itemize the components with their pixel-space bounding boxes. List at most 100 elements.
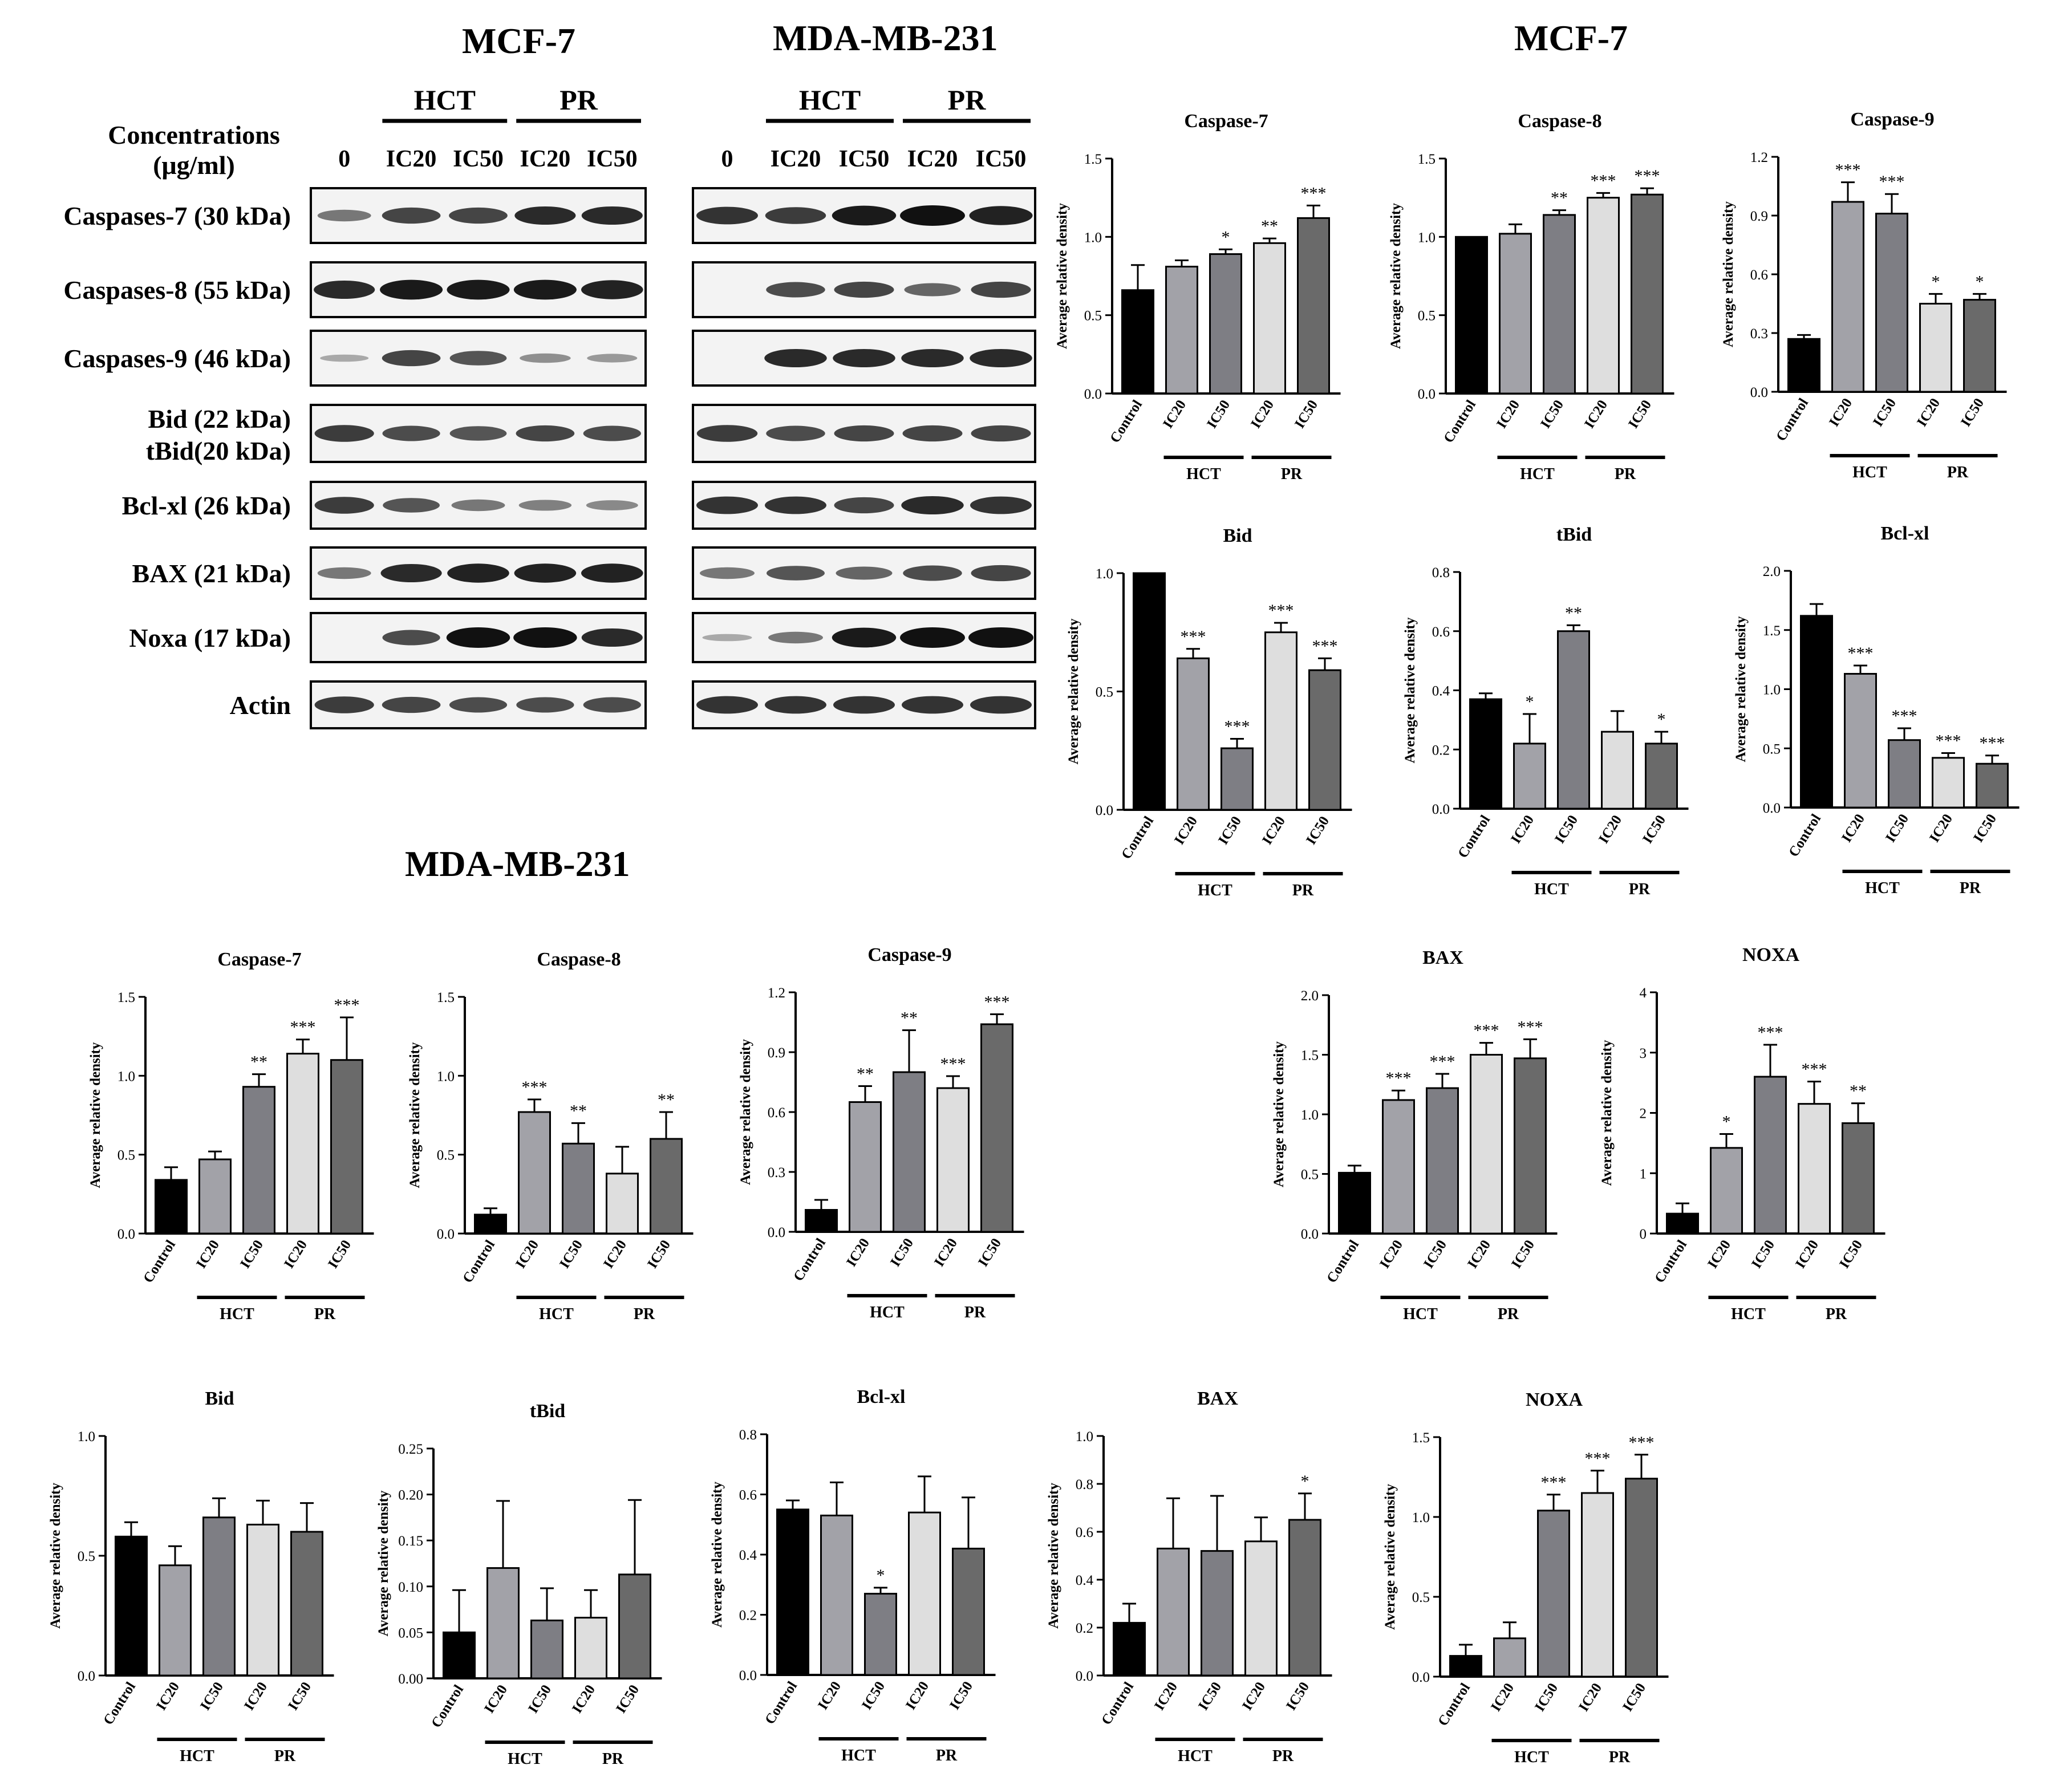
category-label: IC50 (285, 1679, 314, 1713)
y-axis-label: Average relative density (1046, 1483, 1061, 1629)
y-tick-label: 1.5 (1301, 1048, 1319, 1064)
significance-marker: * (1657, 710, 1666, 729)
chart-title: Bcl-xl (857, 1386, 906, 1407)
category-label: IC20 (1582, 397, 1611, 431)
y-tick-label: 0.0 (1096, 803, 1113, 818)
bar (1631, 193, 1664, 395)
category-label: Control (1773, 396, 1811, 444)
category-label: IC50 (1620, 1681, 1649, 1714)
bar (936, 1087, 970, 1233)
category-label: IC50 (1870, 396, 1899, 429)
y-axis-label: Average relative density (407, 1042, 423, 1188)
chart-bcl-xl: Bcl-xl 0.0 0.5 1.0 1.5 2.0 Average relative de… (1733, 523, 2020, 897)
bar (1493, 1637, 1526, 1678)
group-label: PR (1947, 464, 1969, 481)
y-tick-label: 0.6 (1432, 624, 1450, 640)
y-axis-label: Average relative density (1402, 617, 1418, 763)
group-label: PR (1826, 1305, 1847, 1323)
bar (1581, 1492, 1614, 1678)
y-tick-label: 0.8 (1432, 565, 1450, 581)
significance-marker: *** (1936, 732, 1961, 750)
significance-marker: ** (658, 1090, 675, 1109)
significance-marker: *** (1181, 627, 1206, 646)
group-label: HCT (1403, 1305, 1438, 1323)
category-label: IC50 (947, 1679, 976, 1713)
category-label: IC20 (1239, 1679, 1268, 1713)
category-label: IC20 (1488, 1681, 1517, 1714)
y-tick-label: 2 (1640, 1106, 1647, 1122)
significance-marker: *** (290, 1018, 316, 1037)
y-tick-label: 0.9 (1750, 209, 1768, 224)
category-label: IC50 (1958, 396, 1987, 429)
significance-marker: *** (940, 1054, 966, 1073)
category-label: IC50 (1303, 814, 1332, 847)
category-label: Control (1652, 1238, 1690, 1286)
y-tick-label: 0.6 (768, 1105, 785, 1121)
category-label: Control (1107, 397, 1145, 446)
bar (1221, 747, 1254, 811)
bar (330, 1059, 363, 1235)
bar (805, 1209, 838, 1233)
significance-marker: *** (1835, 161, 1861, 180)
category-label: IC20 (1927, 812, 1956, 845)
y-tick-label: 1.5 (437, 990, 455, 1005)
category-label: IC50 (1421, 1238, 1450, 1271)
bar (474, 1214, 507, 1235)
category-label: Control (100, 1679, 139, 1728)
category-label: IC20 (153, 1679, 183, 1713)
group-label: PR (964, 1304, 986, 1321)
y-tick-label: 0.0 (1301, 1227, 1319, 1242)
category-label: IC50 (887, 1236, 917, 1269)
chart-title: Caspase-7 (217, 949, 301, 970)
bar (574, 1617, 607, 1679)
chart-noxa: NOXA 0.0 0.5 1.0 1.5 Average relative density… (1382, 1389, 1669, 1766)
bar (1297, 217, 1330, 395)
bar (1587, 197, 1620, 395)
bar (198, 1158, 232, 1235)
y-tick-label: 0.5 (1412, 1590, 1430, 1605)
chart-bax: BAX 0.0 0.2 0.4 0.6 0.8 1.0 Average relative de… (1046, 1388, 1332, 1765)
bar (562, 1142, 595, 1235)
category-label: IC50 (525, 1682, 554, 1716)
significance-marker: *** (1541, 1473, 1567, 1492)
significance-marker: *** (1629, 1433, 1655, 1452)
y-tick-label: 1.5 (1418, 152, 1436, 167)
mda-blot-heading: MDA-MB-231 (773, 18, 998, 58)
mda-charts-heading: MDA-MB-231 (405, 843, 630, 884)
significance-marker: * (1301, 1472, 1309, 1491)
chart-bcl-xl: Bcl-xl 0.0 0.2 0.4 0.6 0.8 Average relative de… (709, 1386, 996, 1764)
chart-title: Caspase-8 (1518, 111, 1601, 132)
category-label: IC50 (237, 1238, 266, 1271)
group-label: HCT (1865, 879, 1900, 897)
significance-marker: *** (1892, 707, 1917, 725)
y-tick-label: 0.5 (1418, 309, 1436, 324)
significance-marker: *** (1312, 636, 1338, 655)
bar (650, 1138, 683, 1235)
category-label: IC20 (281, 1238, 310, 1271)
y-tick-label: 0.5 (437, 1148, 455, 1163)
bar (1253, 242, 1286, 395)
category-label: Control (1435, 1681, 1473, 1729)
y-tick-label: 0.0 (1763, 801, 1781, 816)
y-tick-label: 2.0 (1301, 988, 1319, 1004)
bar (1177, 657, 1210, 811)
category-label: IC50 (1292, 397, 1321, 431)
significance-marker: *** (1430, 1052, 1455, 1071)
y-tick-label: 0.15 (398, 1533, 423, 1549)
y-tick-label: 1.5 (117, 990, 135, 1005)
significance-marker: * (1932, 272, 1940, 291)
bar (518, 1111, 551, 1235)
chart-title: Bid (205, 1388, 234, 1409)
bar (1113, 1622, 1146, 1677)
y-tick-label: 0.25 (398, 1442, 423, 1457)
y-axis-label: Average relative density (709, 1482, 725, 1628)
group-label: PR (1629, 881, 1651, 898)
category-label: IC20 (1259, 814, 1288, 847)
y-axis-label: Average relative density (1271, 1041, 1287, 1187)
y-tick-label: 0.2 (1432, 743, 1450, 758)
y-tick-label: 1.2 (768, 985, 785, 1001)
chart-title: NOXA (1742, 944, 1800, 965)
bar (290, 1531, 323, 1677)
category-label: IC50 (1552, 813, 1581, 846)
bar (864, 1593, 897, 1676)
